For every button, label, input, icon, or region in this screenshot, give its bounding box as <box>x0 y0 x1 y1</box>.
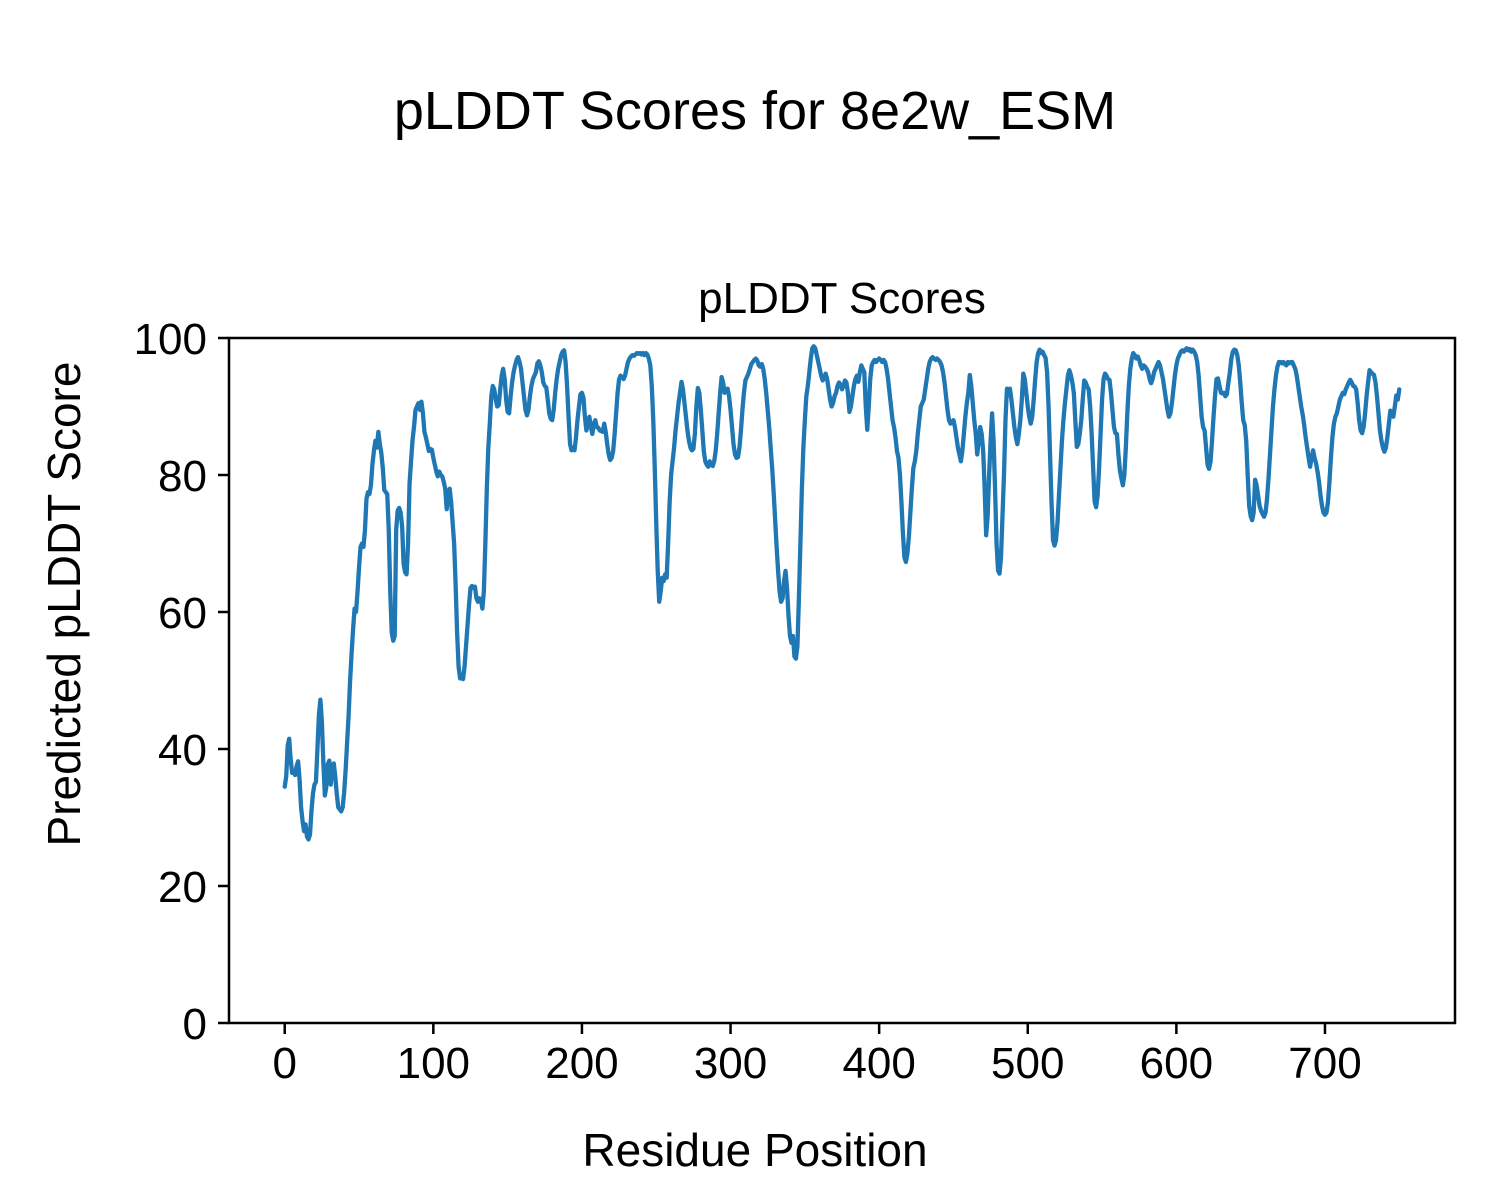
series-layer <box>282 344 1402 842</box>
figure-suptitle: pLDDT Scores for 8e2w_ESM <box>394 81 1116 141</box>
y-axis-label: Predicted pLDDT Score <box>38 362 90 847</box>
x-tick-label: 400 <box>842 1039 915 1088</box>
axis-ticks: 0 100 200 300 400 500 600 700 0 20 40 60 80 100 <box>134 315 1362 1088</box>
y-tick-label: 20 <box>158 863 207 912</box>
y-tick-label: 40 <box>158 726 207 775</box>
y-tick-label: 60 <box>158 589 207 638</box>
x-tick-label: 100 <box>397 1039 470 1088</box>
x-tick-label: 0 <box>272 1039 296 1088</box>
y-tick-label: 80 <box>158 452 207 501</box>
y-tick-label: 0 <box>183 1000 207 1049</box>
x-tick-label: 500 <box>991 1039 1064 1088</box>
plddt-line <box>282 344 1402 842</box>
x-tick-label: 300 <box>694 1039 767 1088</box>
y-tick-label: 100 <box>134 315 207 364</box>
x-tick-label: 700 <box>1288 1039 1361 1088</box>
plot-area-frame <box>227 336 1457 1025</box>
axes-title: pLDDT Scores <box>698 274 986 323</box>
x-tick-label: 600 <box>1140 1039 1213 1088</box>
x-tick-label: 200 <box>545 1039 618 1088</box>
x-axis-label: Residue Position <box>582 1124 927 1176</box>
